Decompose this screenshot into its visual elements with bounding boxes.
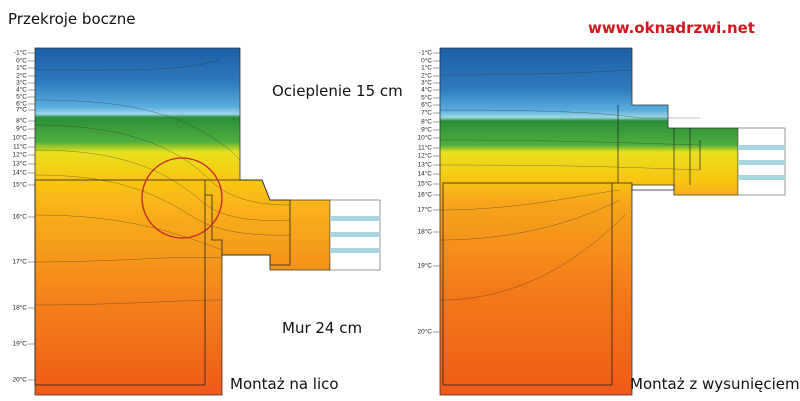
- temperature-label: 19°C: [417, 262, 432, 270]
- site-url: www.oknadrzwi.net: [588, 19, 755, 37]
- window-frame: [205, 179, 291, 266]
- temperature-label: 3°C: [16, 79, 27, 87]
- temperature-label: 13°C: [417, 161, 432, 169]
- temperature-label: 2°C: [421, 72, 432, 80]
- temperature-label: -1°C: [419, 49, 432, 57]
- wall-section: [34, 47, 331, 396]
- temperature-label: 7°C: [421, 109, 432, 117]
- right-section: Montaż z wysunięciem: [439, 47, 800, 396]
- wall-section: [439, 47, 739, 396]
- temperature-label: 13°C: [12, 160, 27, 168]
- temperature-label: 18°C: [417, 228, 432, 236]
- temperature-label: 17°C: [417, 206, 432, 214]
- temperature-label: 6°C: [421, 101, 432, 109]
- temperature-label: 4°C: [421, 86, 432, 94]
- glass-pane: [330, 216, 380, 221]
- glass-pane: [330, 232, 380, 237]
- temperature-label: 0°C: [421, 57, 432, 65]
- temperature-label: 11°C: [418, 144, 432, 152]
- temperature-label: 5°C: [421, 94, 432, 102]
- temperature-label: 16°C: [417, 191, 432, 199]
- temperature-label: 2°C: [16, 72, 27, 80]
- temperature-label: 9°C: [421, 126, 432, 134]
- temperature-label: 10°C: [12, 134, 27, 142]
- temperature-label: 9°C: [16, 125, 27, 133]
- temperature-label: 17°C: [12, 258, 27, 266]
- glass-pane: [738, 145, 785, 150]
- temperature-label: 16°C: [12, 213, 27, 221]
- isotherms: [34, 59, 291, 306]
- caption: Montaż z wysunięciem: [630, 375, 800, 393]
- left-section: Ocieplenie 15 cm Mur 24 cm Montaż na lic…: [34, 47, 403, 396]
- temperature-label: 20°C: [12, 376, 27, 384]
- temperature-label: 0°C: [16, 57, 27, 65]
- temperature-label: 4°C: [16, 86, 27, 94]
- window-frame: [612, 105, 701, 191]
- temperature-label: 12°C: [12, 151, 27, 159]
- wall-outline: [442, 182, 613, 386]
- temperature-label: 14°C: [417, 170, 432, 178]
- wall-label: Mur 24 cm: [282, 319, 362, 337]
- glass-pane: [738, 175, 785, 180]
- temperature-label: 15°C: [12, 181, 27, 189]
- title: Przekroje boczne: [8, 10, 135, 28]
- temperature-label: 11°C: [13, 143, 27, 151]
- temperature-label: 3°C: [421, 79, 432, 87]
- insulation-label: Ocieplenie 15 cm: [272, 82, 403, 100]
- temperature-label: 5°C: [16, 93, 27, 101]
- isotherms: [439, 69, 701, 301]
- caption: Montaż na lico: [230, 375, 339, 393]
- glass-pane: [330, 248, 380, 253]
- temperature-label: 12°C: [417, 152, 432, 160]
- temperature-label: 19°C: [12, 340, 27, 348]
- temperature-label: -1°C: [14, 49, 27, 57]
- temperature-label: 18°C: [12, 304, 27, 312]
- temperature-label: 15°C: [417, 180, 432, 188]
- highlight-circle: [141, 157, 223, 239]
- temperature-label: 20°C: [417, 328, 432, 336]
- temperature-label: 1°C: [16, 64, 27, 72]
- temperature-label: 8°C: [421, 118, 432, 126]
- temperature-label: 1°C: [421, 64, 432, 72]
- temperature-label: 10°C: [417, 134, 432, 142]
- glass-pane: [738, 160, 785, 165]
- wall-outline: [34, 179, 206, 386]
- temperature-label: 7°C: [16, 106, 27, 114]
- temperature-label: 6°C: [16, 100, 27, 108]
- temperature-label: 14°C: [12, 169, 27, 177]
- temperature-label: 8°C: [16, 117, 27, 125]
